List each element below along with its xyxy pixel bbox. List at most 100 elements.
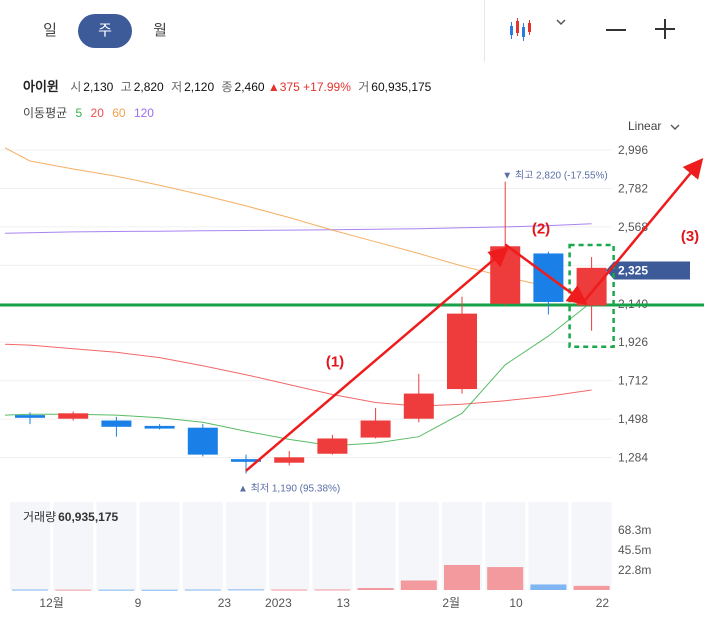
price-tick-label: 2,568	[618, 220, 648, 234]
ma-60-label: 60	[112, 106, 126, 120]
price-tick-label: 1,926	[618, 335, 648, 349]
ma-5-line	[4, 301, 592, 447]
arrow-annotation: (1)	[326, 354, 344, 371]
x-tick-label: 12월	[39, 596, 63, 610]
volume-bar	[573, 585, 610, 590]
candle-body	[101, 420, 132, 427]
volume-slot	[10, 502, 50, 590]
x-tick-label: 10	[509, 596, 523, 610]
ma-20-label: 20	[90, 106, 104, 120]
trend-arrow	[582, 158, 704, 303]
moving-average-legend: 이동평균 5 20 60 120	[23, 104, 154, 121]
close-label: 종	[221, 80, 233, 94]
volume-tick-label: 68.3m	[618, 523, 651, 537]
ma-120-line	[4, 223, 592, 234]
volume-slot	[528, 502, 569, 590]
volume-bar	[271, 589, 308, 591]
tab-weekly[interactable]: 주	[78, 14, 132, 48]
candle-body	[403, 393, 434, 419]
volume-bar	[12, 589, 48, 591]
volume-slot	[398, 502, 439, 590]
volume-slot	[139, 502, 180, 590]
volume-bar	[400, 580, 437, 590]
price-tick-label: 1,498	[618, 412, 648, 426]
high-label: 고	[120, 80, 132, 94]
volume-bar	[530, 584, 567, 590]
volume-slot	[226, 502, 266, 590]
volume-slot	[571, 502, 612, 590]
volume-bar	[184, 589, 221, 591]
volume-bar	[98, 589, 135, 591]
candle-body	[187, 427, 218, 455]
candle-body	[231, 459, 261, 462]
volume-label: 거	[358, 80, 370, 94]
open-label: 시	[70, 80, 82, 94]
candlestick-icon[interactable]	[508, 17, 534, 43]
volume-tick-label: 22.8m	[618, 563, 651, 577]
candle-body	[533, 253, 564, 302]
candle-body	[144, 425, 175, 429]
volume-bar	[314, 589, 351, 591]
open-value: 2,130	[83, 80, 114, 94]
trend-arrow	[245, 246, 510, 472]
candle-body	[447, 313, 477, 390]
volume-bar	[55, 589, 92, 591]
arrow-annotation: (2)	[532, 221, 550, 238]
highlight-box	[568, 243, 615, 348]
current-price-tag	[606, 261, 690, 280]
scale-selector[interactable]: Linear	[628, 119, 681, 133]
volume-tick-label: 45.5m	[618, 543, 651, 557]
high-value: 2,820	[133, 80, 164, 94]
volume-slot	[269, 502, 310, 590]
low-annotation: ▲ 최저 1,190 (95.38%)	[238, 482, 340, 494]
minus-icon[interactable]	[606, 29, 626, 31]
volume-panel-label: 거래량	[23, 510, 57, 524]
current-price-label: 2,325	[618, 264, 648, 278]
candle-body	[490, 246, 521, 304]
change-value: ▲375	[267, 80, 300, 94]
candle-body	[58, 413, 89, 419]
volume-bar	[444, 564, 480, 590]
price-tick-label: 2,996	[618, 143, 648, 157]
close-value: 2,460	[234, 80, 265, 94]
x-tick-label: 22	[596, 596, 610, 610]
price-tick-label: 1,284	[618, 451, 648, 465]
scale-label: Linear	[628, 119, 662, 133]
price-tick-label: 2,782	[618, 181, 648, 195]
ma-20-line	[4, 343, 592, 407]
x-tick-label: 13	[337, 596, 351, 610]
chevron-down-icon	[670, 124, 680, 130]
toolbar-divider	[484, 0, 485, 62]
chart-toolbar: 일 주 월	[0, 0, 704, 62]
volume-slot	[182, 502, 223, 590]
ma-120-label: 120	[133, 106, 154, 120]
low-value: 2,120	[184, 80, 215, 94]
plus-icon[interactable]	[655, 19, 675, 39]
price-tick-label: 1,712	[618, 374, 648, 388]
quote-summary: 아이윈 시 2,130 고 2,820 저 2,120 종 2,460 ▲375 +17…	[23, 76, 431, 95]
change-percent: +17.99%	[303, 80, 351, 94]
volume-bar	[228, 589, 264, 591]
candle-body	[360, 420, 391, 438]
candle-body	[15, 415, 45, 418]
volume-panel-value: 60,935,175	[58, 510, 119, 524]
volume-panel-title: 거래량 60,935,175	[23, 508, 118, 525]
volume-bar	[487, 567, 524, 590]
volume-value: 60,935,175	[371, 80, 432, 94]
x-tick-label: 23	[218, 596, 232, 610]
x-tick-label: 9	[135, 596, 142, 610]
volume-bar	[141, 589, 178, 591]
high-annotation: ▼ 최고 2,820 (-17.55%)	[502, 170, 608, 182]
stock-name: 아이윈	[23, 79, 59, 94]
x-tick-label: 2월	[442, 596, 460, 610]
trend-arrow	[504, 243, 588, 305]
volume-bar	[357, 587, 394, 590]
x-tick-label: 2023	[265, 596, 292, 610]
tab-daily[interactable]: 일	[43, 22, 57, 39]
chevron-down-icon[interactable]	[555, 16, 567, 28]
tab-monthly[interactable]: 월	[153, 22, 167, 39]
ma-5-label: 5	[75, 106, 83, 120]
volume-slot	[96, 502, 137, 590]
volume-slot	[355, 502, 396, 590]
